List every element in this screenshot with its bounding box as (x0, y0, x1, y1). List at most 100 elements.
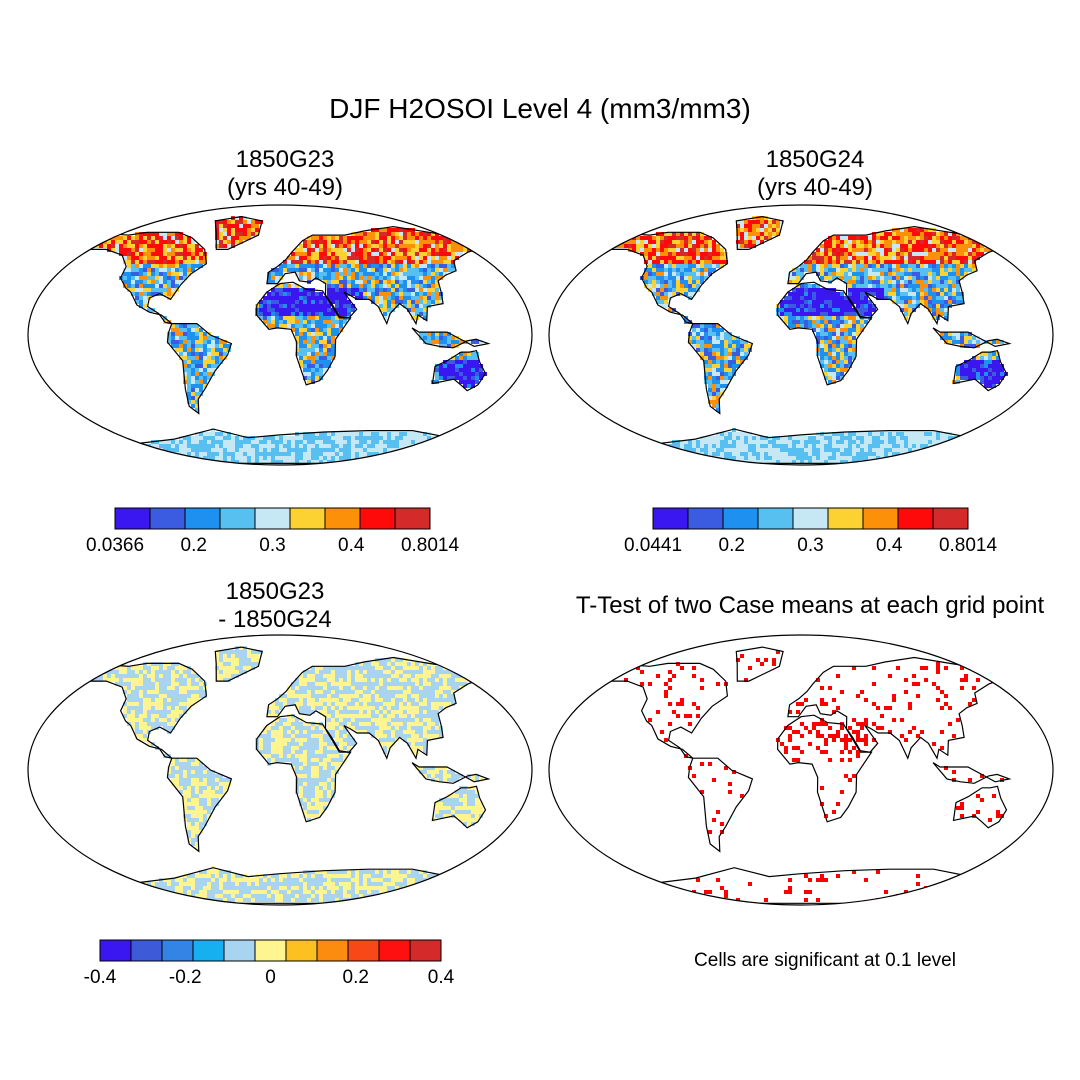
grid-cell (644, 248, 648, 252)
grid-cell (319, 332, 323, 336)
grid-cell (155, 698, 159, 702)
grid-cell (856, 324, 860, 328)
grid-cell (844, 444, 848, 448)
grid-cell (427, 268, 431, 272)
grid-cell (712, 340, 716, 344)
grid-cell (660, 240, 664, 244)
grid-cell (828, 236, 832, 240)
grid-cell (996, 240, 1000, 244)
grid-cell (251, 224, 255, 228)
grid-cell (652, 264, 656, 268)
grid-cell (303, 260, 307, 264)
grid-cell (219, 352, 223, 356)
grid-cell (163, 674, 167, 678)
grid-cell (163, 882, 167, 886)
grid-cell (139, 244, 143, 248)
grid-cell (704, 444, 708, 448)
grid-cell (864, 432, 868, 436)
grid-cell (219, 360, 223, 364)
grid-cell (335, 288, 339, 292)
grid-cell (692, 344, 696, 348)
grid-cell (303, 256, 307, 260)
grid-cell (175, 236, 179, 240)
grid-cell (247, 224, 251, 228)
grid-cell (680, 456, 684, 460)
grid-cell (347, 236, 351, 240)
grid-cell (139, 288, 143, 292)
grid-cell (203, 348, 207, 352)
grid-cell (119, 240, 123, 244)
grid-cell (832, 364, 836, 368)
grid-cell (191, 400, 195, 404)
grid-cell (359, 292, 363, 296)
grid-cell (748, 344, 752, 348)
grid-cell (283, 264, 287, 268)
grid-cell (784, 316, 788, 320)
grid-cell (183, 328, 187, 332)
grid-cell (876, 448, 880, 452)
grid-cell (119, 252, 123, 256)
grid-cell (656, 268, 660, 272)
grid-cell (832, 348, 836, 352)
grid-cell (920, 460, 924, 464)
grid-cell (427, 292, 431, 296)
grid-cell (976, 376, 980, 380)
grid-cell (852, 268, 856, 272)
grid-cell (760, 232, 764, 236)
grid-cell (840, 456, 844, 460)
grid-cell (680, 444, 684, 448)
grid-cell (131, 252, 135, 256)
grid-cell (824, 256, 828, 260)
grid-cell (816, 316, 820, 320)
grid-cell (908, 292, 912, 296)
grid-cell (275, 272, 279, 276)
grid-cell (676, 272, 680, 276)
grid-cell (828, 324, 832, 328)
grid-cell (972, 440, 976, 444)
grid-cell (111, 452, 115, 456)
grid-cell (395, 280, 399, 284)
grid-cell (139, 890, 143, 894)
grid-cell (351, 240, 355, 244)
grid-cell (840, 276, 844, 280)
grid-cell (648, 252, 652, 256)
grid-cell (303, 316, 307, 320)
grid-cell (876, 260, 880, 264)
grid-cell (431, 460, 435, 464)
grid-cell (908, 268, 912, 272)
grid-cell (788, 308, 792, 312)
grid-cell (267, 320, 271, 324)
grid-cell (139, 678, 143, 682)
grid-cell (411, 448, 415, 452)
grid-cell (191, 324, 195, 328)
grid-cell (303, 324, 307, 328)
grid-cell (968, 256, 972, 260)
grid-cell (700, 256, 704, 260)
panel-title-top-left: 1850G23 (yrs 40-49) (110, 146, 460, 202)
grid-cell (648, 236, 652, 240)
grid-cell (792, 440, 796, 444)
grid-cell (908, 460, 912, 464)
grid-cell (884, 264, 888, 268)
grid-cell (307, 296, 311, 300)
grid-cell (183, 240, 187, 244)
grid-cell (403, 256, 407, 260)
grid-cell (840, 308, 844, 312)
grid-cell (327, 440, 331, 444)
grid-cell (1000, 364, 1004, 368)
grid-cell (808, 316, 812, 320)
grid-cell (143, 666, 147, 670)
grid-cell (988, 352, 992, 356)
grid-cell (888, 272, 892, 276)
grid-cell (704, 244, 708, 248)
grid-cell (459, 236, 463, 240)
grid-cell (371, 460, 375, 464)
grid-cell (287, 284, 291, 288)
grid-cell (179, 448, 183, 452)
grid-cell (968, 448, 972, 452)
grid-cell (672, 448, 676, 452)
grid-cell (195, 392, 199, 396)
grid-cell (131, 894, 135, 898)
grid-cell (824, 368, 828, 372)
grid-cell (924, 436, 928, 440)
